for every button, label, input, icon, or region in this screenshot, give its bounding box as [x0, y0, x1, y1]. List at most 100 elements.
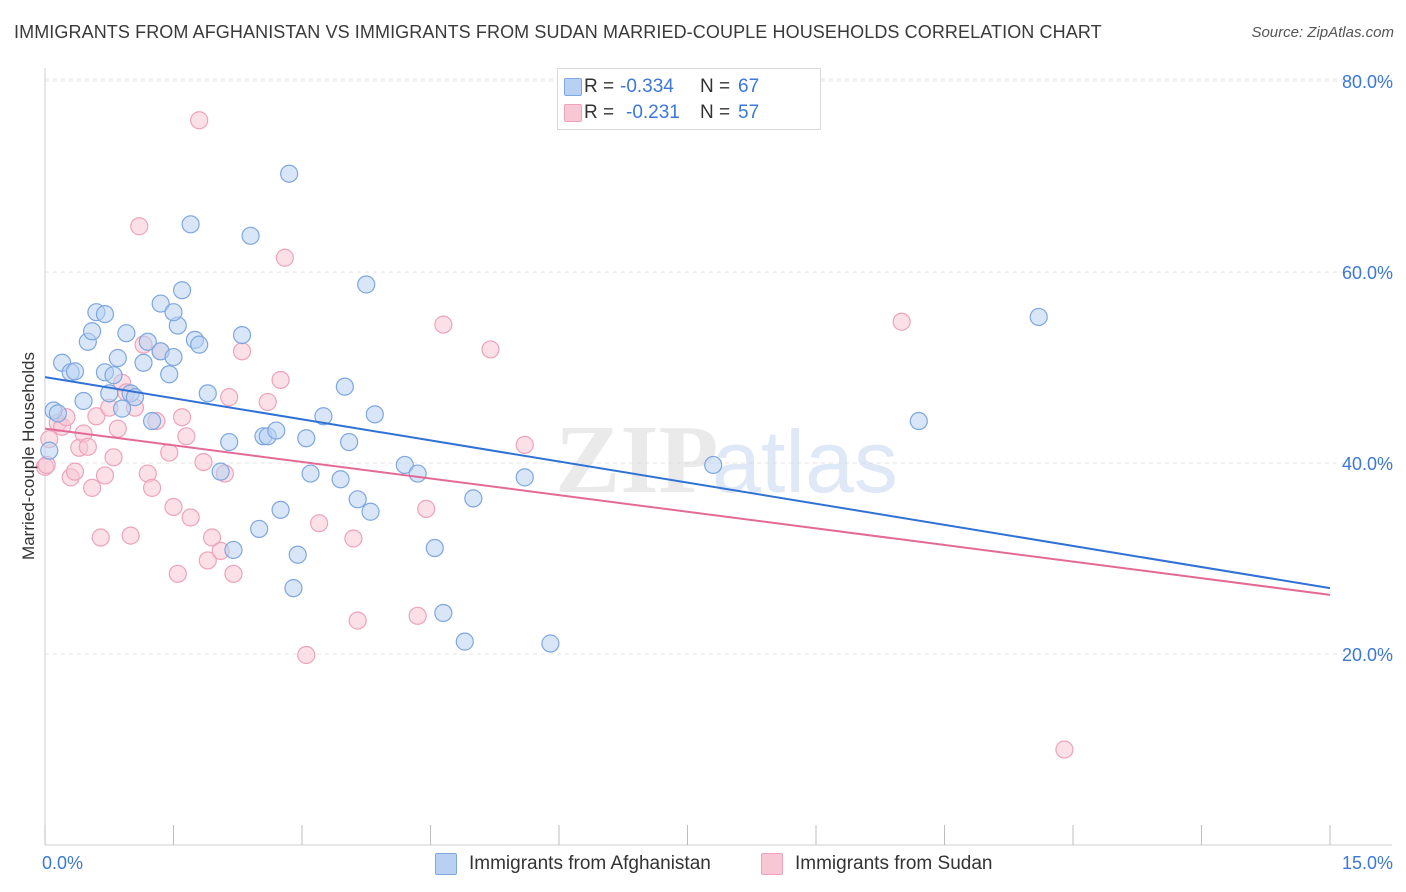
afghanistan-point: [541, 634, 560, 653]
afghanistan-point: [164, 347, 183, 367]
afghanistan-point: [224, 540, 243, 560]
sudan-point: [275, 248, 294, 267]
sudan-point: [87, 407, 106, 426]
afghanistan-point: [408, 464, 427, 483]
sudan-point: [408, 606, 427, 625]
sudan-point: [434, 315, 453, 334]
afghanistan-point: [395, 455, 414, 475]
legend-r-value: -0.231: [626, 102, 680, 123]
tick-labels: 20.0% 40.0% 60.0% 80.0% 0.0% 15.0%: [42, 72, 1393, 873]
watermark: ZIP atlas: [555, 406, 898, 514]
sudan-legend-swatch: [761, 853, 783, 875]
afghanistan-point: [181, 215, 200, 234]
afghanistan-point: [425, 538, 444, 558]
legend-r-label: R =: [584, 76, 615, 97]
afghanistan-point: [267, 421, 286, 440]
sudan-point: [232, 342, 252, 361]
series-afghanistan-points: [40, 164, 1048, 653]
afghanistan-swatch: [564, 78, 582, 96]
sudan-point: [348, 611, 367, 630]
sudan-point: [108, 419, 127, 438]
sudan-point: [78, 437, 97, 456]
grid-lines: [45, 78, 1392, 655]
legend-r-value: -0.334: [620, 76, 674, 97]
afghanistan-point: [211, 462, 230, 481]
y-tick-label: 60.0%: [1342, 263, 1393, 283]
afghanistan-point: [1029, 307, 1048, 327]
sudan-point: [168, 564, 187, 583]
watermark-zip: ZIP: [555, 406, 718, 514]
afghanistan-point: [301, 464, 320, 483]
y-tick-label: 40.0%: [1342, 454, 1393, 474]
afghanistan-point: [365, 405, 384, 424]
sudan-point: [258, 392, 277, 412]
sudan-point: [142, 478, 162, 497]
sudan-point: [95, 466, 115, 485]
afghanistan-point: [515, 468, 534, 487]
afghanistan-point: [704, 455, 723, 475]
afghanistan-legend-swatch: [435, 853, 457, 875]
bottom-legend-sudan: Immigrants from Sudan: [761, 852, 992, 876]
trend-lines: [44, 376, 1331, 596]
sudan-legend-label: Immigrants from Sudan: [795, 853, 993, 874]
sudan-point: [65, 462, 85, 481]
afghanistan-point: [112, 399, 132, 418]
afghanistan-point: [232, 325, 252, 345]
sudan-point: [271, 370, 290, 390]
afghanistan-point: [198, 384, 217, 403]
sudan-point: [310, 514, 329, 533]
y-axis-label: Married-couple Households: [19, 352, 38, 560]
afghanistan-point: [331, 470, 350, 489]
afghanistan-point: [464, 489, 483, 508]
chart-source: Source: ZipAtlas.com: [1251, 24, 1394, 41]
y-tick-label: 20.0%: [1342, 645, 1393, 665]
bottom-legend-afghanistan: Immigrants from Afghanistan: [435, 852, 711, 876]
afghanistan-point: [348, 490, 367, 509]
x-tick-label: 15.0%: [1342, 853, 1393, 873]
sudan-point: [121, 526, 140, 545]
x-tick-label: 0.0%: [42, 853, 83, 873]
watermark-atlas: atlas: [712, 412, 898, 511]
legend-n-value: 57: [738, 102, 760, 123]
chart-title: IMMIGRANTS FROM AFGHANISTAN VS IMMIGRANT…: [14, 22, 1102, 42]
afghanistan-point: [434, 603, 453, 623]
sudan-point: [130, 217, 149, 236]
sudan-point: [892, 312, 911, 331]
afghanistan-point: [108, 348, 127, 368]
afghanistan-point: [151, 294, 170, 313]
afghanistan-point: [357, 275, 376, 294]
sudan-point: [224, 564, 243, 583]
afghanistan-point: [164, 303, 183, 322]
sudan-point: [104, 448, 123, 467]
sudan-point: [194, 452, 213, 472]
afghanistan-point: [65, 362, 85, 381]
afghanistan-point: [48, 404, 67, 423]
afghanistan-point: [361, 502, 380, 521]
afghanistan-point: [83, 322, 102, 341]
sudan-point: [515, 435, 534, 455]
afghanistan-point: [172, 281, 192, 300]
afghanistan-point: [220, 432, 239, 452]
afghanistan-point: [190, 335, 209, 354]
sudan-point: [417, 499, 436, 518]
afghanistan-point: [314, 407, 333, 426]
afghanistan-point: [117, 324, 136, 343]
sudan-point: [220, 388, 239, 407]
sudan-point: [297, 645, 316, 665]
correlation-legend: R = -0.334 N = 67 R = -0.231 N = 57: [557, 68, 821, 130]
afghanistan-point: [335, 377, 354, 396]
sudan-point: [1055, 740, 1074, 759]
afghanistan-point: [138, 332, 157, 351]
afghanistan-point: [241, 226, 260, 245]
legend-r-label: R =: [584, 102, 615, 123]
sudan-point: [481, 340, 500, 359]
afghanistan-point: [160, 365, 179, 384]
sudan-point: [198, 551, 217, 570]
afghanistan-point: [74, 391, 93, 411]
afghanistan-point: [288, 545, 307, 564]
legend-n-label: N =: [700, 102, 731, 123]
legend-row-sudan: R = -0.231 N = 57: [564, 101, 760, 125]
legend-n-label: N =: [700, 76, 731, 97]
sudan-swatch: [564, 104, 582, 122]
